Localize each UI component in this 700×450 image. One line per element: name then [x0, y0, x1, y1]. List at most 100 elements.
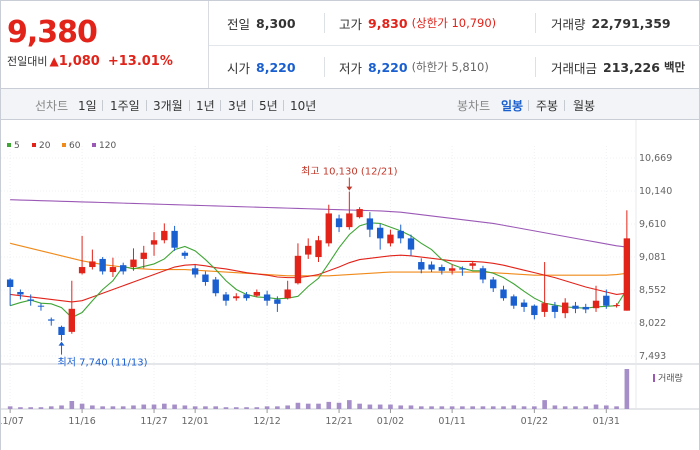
divider	[252, 100, 253, 111]
date-tick-label: 11/27	[140, 416, 167, 427]
candle-body	[68, 308, 75, 332]
candle	[572, 301, 579, 314]
period-10y-button[interactable]: 10년	[290, 99, 317, 113]
period-1d-button[interactable]: 1일	[78, 99, 97, 113]
candle	[181, 250, 189, 259]
candle-body	[551, 305, 559, 312]
candle-body	[274, 299, 281, 304]
candle	[356, 207, 363, 219]
candle	[109, 257, 117, 278]
candle	[448, 264, 456, 275]
volume-bar	[295, 402, 301, 409]
divider	[102, 100, 103, 111]
high-annotation: 최고 10,130 (12/21)	[301, 166, 397, 178]
candle-body	[531, 305, 538, 316]
legend-swatch-ma5	[7, 143, 11, 147]
quote-main: 9,380 전일대비 ▲1,080 +13.01%	[1, 1, 209, 89]
date-tick-label: 11/16	[68, 416, 95, 427]
period-1w-button[interactable]: 1주일	[110, 99, 140, 113]
price-tick-label: 10,669	[639, 153, 672, 164]
candle	[27, 294, 34, 306]
candle-body	[284, 289, 291, 299]
price-tick-label: 9,610	[639, 219, 666, 230]
candle-body	[181, 252, 189, 256]
divider	[189, 100, 190, 111]
candle-body	[479, 268, 487, 280]
chart-toolbar: 선차트 1일 1주일 3개월 1년 3년 5년 10년 봉차트 일봉 주봉 월봉	[0, 88, 700, 120]
price-tick-label: 9,081	[639, 252, 666, 263]
volume-bar	[470, 406, 475, 409]
legend-swatch-ma60	[62, 143, 66, 147]
up-triangle-icon: ▲	[49, 54, 59, 68]
candle	[212, 277, 219, 297]
divider	[324, 13, 325, 33]
grid-divider	[209, 45, 700, 46]
candle-body	[438, 267, 446, 271]
candle-body	[191, 268, 199, 275]
candle	[68, 280, 75, 334]
price-tick-label: 8,552	[639, 285, 666, 296]
volume-bar	[614, 406, 619, 409]
volume-bar	[316, 403, 321, 409]
volume-bar	[151, 404, 157, 409]
low-value: 8,220	[368, 59, 408, 75]
candle-body	[572, 305, 579, 309]
prev-close-label: 전일	[227, 16, 251, 32]
candle	[520, 299, 528, 312]
period-1y-button[interactable]: 1년	[196, 99, 215, 113]
candle	[346, 191, 353, 230]
volume-bar	[285, 405, 290, 409]
candle-body	[325, 213, 332, 244]
quote-panel: 9,380 전일대비 ▲1,080 +13.01% 전일 8,300 고가 9,83…	[0, 0, 700, 89]
candle	[490, 277, 497, 292]
price-tick-label: 7,493	[639, 351, 666, 362]
candle-body	[253, 291, 261, 296]
candle-weekly-button[interactable]: 주봉	[536, 99, 559, 113]
candle-body	[407, 238, 415, 250]
volume-bar	[79, 403, 85, 409]
candle	[500, 285, 507, 301]
candle-daily-button[interactable]: 일봉	[501, 99, 524, 113]
candle	[150, 232, 158, 256]
candle	[335, 214, 343, 233]
lower-limit: (하한가 5,810)	[411, 60, 489, 74]
volume-bar	[120, 406, 126, 409]
volume-bar	[542, 400, 547, 409]
period-3y-button[interactable]: 3년	[228, 99, 247, 113]
volume-bar	[624, 369, 630, 409]
candle-body	[490, 279, 497, 289]
ma5-line	[9, 222, 628, 319]
volume-bar	[244, 407, 249, 409]
legend-label-ma60: 60	[69, 141, 81, 151]
volume-bar	[603, 405, 609, 409]
candle-body	[37, 305, 45, 307]
low-annotation: 최저 7,740 (11/13)	[58, 357, 148, 369]
candle	[120, 262, 127, 275]
candle-body	[120, 265, 127, 272]
volume-bar	[28, 407, 34, 409]
candle-body	[161, 230, 168, 241]
candle-monthly-button[interactable]: 월봉	[573, 99, 596, 113]
divider	[220, 100, 221, 111]
candle-body	[459, 268, 466, 270]
date-tick-label: 11/07	[1, 416, 24, 427]
candle-body	[541, 303, 548, 312]
candle	[233, 293, 240, 301]
volume-bar	[357, 403, 362, 409]
divider	[535, 57, 536, 77]
stock-chart: 10,669 10,140 9,610 9,081 8,552 8,022 7,493 11/…	[0, 120, 700, 450]
candle-body	[356, 209, 363, 218]
volume-legend-swatch	[653, 374, 655, 382]
volume-bar	[110, 406, 116, 409]
candle-body	[294, 255, 302, 284]
candle-body	[212, 279, 219, 294]
candle	[37, 303, 45, 311]
low-label: 저가	[339, 60, 363, 76]
volume-bar	[7, 406, 13, 409]
period-3m-button[interactable]: 3개월	[153, 99, 183, 113]
candle	[613, 303, 620, 308]
high-value: 9,830	[368, 15, 408, 31]
price-tick-label: 10,140	[639, 186, 672, 197]
volume-bar	[203, 406, 208, 409]
period-5y-button[interactable]: 5년	[259, 99, 278, 113]
